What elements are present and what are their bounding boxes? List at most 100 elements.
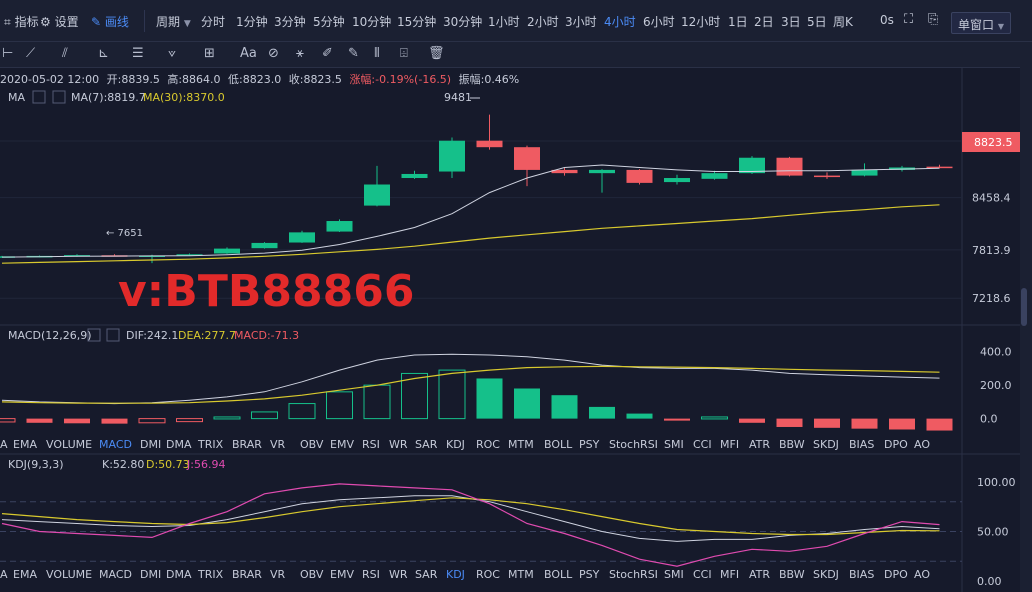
interval-10[interactable]: 4小时 (604, 15, 636, 29)
interval-17[interactable]: 周K (833, 15, 853, 29)
indicator-tab-stochrsi[interactable]: StochRSI (609, 568, 658, 581)
interval-9[interactable]: 3小时 (565, 15, 597, 29)
indicator-tab-wr[interactable]: WR (389, 438, 408, 451)
interval-16[interactable]: 5日 (807, 15, 827, 29)
indicator-tab-dma[interactable]: DMA (166, 568, 192, 581)
fib-icon[interactable]: ⊾ (98, 46, 109, 61)
indicator-tab-cci[interactable]: CCI (693, 568, 712, 581)
indicator-tab-brar[interactable]: BRAR (232, 568, 262, 581)
measure-icon[interactable]: ⊞ (204, 46, 215, 61)
indicator-tab-roc[interactable]: ROC (476, 438, 500, 451)
indicator-tab-wr[interactable]: WR (389, 568, 408, 581)
indicator-tab-ema[interactable]: EMA (13, 568, 37, 581)
indicator-tab-sar[interactable]: SAR (415, 438, 438, 451)
indicator-tab-kdj[interactable]: KDJ (446, 438, 465, 451)
indicator-tab-brar[interactable]: BRAR (232, 438, 262, 451)
brush-icon[interactable]: ✐ (322, 46, 333, 61)
indicator-tab-kdj[interactable]: KDJ (446, 568, 465, 581)
trash-icon[interactable]: 🗑 (428, 46, 445, 61)
indicator-tab-bbw[interactable]: BBW (779, 568, 805, 581)
lock-drawing-icon[interactable]: ✎ (348, 46, 359, 61)
trend-line-icon[interactable]: ⟋ (26, 46, 36, 61)
scroll-thumb[interactable] (1021, 288, 1027, 326)
interval-12[interactable]: 12小时 (681, 15, 721, 29)
indicator-tab-cci[interactable]: CCI (693, 438, 712, 451)
indicator-tab-sar[interactable]: SAR (415, 568, 438, 581)
eraser-icon[interactable]: ⚹ (296, 46, 304, 61)
indicator-tab-a[interactable]: A (0, 568, 8, 581)
indicator-tab-volume[interactable]: VOLUME (46, 568, 92, 581)
period-dropdown[interactable]: 周期 ▼ (156, 15, 191, 29)
settings-button[interactable]: ⚙ 设置 (40, 15, 79, 29)
close-box-icon[interactable] (52, 90, 66, 104)
screenshot-icon[interactable]: ⎘ (928, 12, 939, 27)
parallel-channel-icon[interactable]: ⫽ (62, 46, 68, 61)
fullscreen-icon[interactable]: ⛶ (904, 12, 914, 27)
interval-11[interactable]: 6小时 (643, 15, 675, 29)
indicator-tab-ao[interactable]: AO (914, 568, 930, 581)
indicator-tab-dma[interactable]: DMA (166, 438, 192, 451)
indicator-tab-mfi[interactable]: MFI (720, 568, 739, 581)
pattern-icon[interactable]: ⟇ (168, 46, 176, 61)
indicator-tab-macd[interactable]: MACD (99, 438, 132, 451)
settings-gear-box[interactable] (32, 90, 46, 104)
text-icon[interactable]: Aa (240, 46, 257, 61)
indicator-tab-mfi[interactable]: MFI (720, 438, 739, 451)
window-mode-select[interactable]: 单窗口 ▼ (951, 12, 1011, 34)
interval-13[interactable]: 1日 (728, 15, 748, 29)
interval-0[interactable]: 分时 (201, 15, 226, 29)
indicator-tab-emv[interactable]: EMV (330, 568, 354, 581)
indicator-tab-emv[interactable]: EMV (330, 438, 354, 451)
indicator-tab-trix[interactable]: TRIX (197, 438, 224, 451)
indicator-tab-trix[interactable]: TRIX (197, 568, 224, 581)
interval-3[interactable]: 5分钟 (313, 15, 345, 29)
indicator-tab-psy[interactable]: PSY (579, 568, 600, 581)
ma-legend-name[interactable]: MA (8, 91, 25, 104)
interval-8[interactable]: 2小时 (527, 15, 559, 29)
indicators-button[interactable]: ⌗ 指标 (4, 15, 39, 29)
draw-lines-button[interactable]: ✎ 画线 (91, 15, 129, 29)
indicator-tab-vr[interactable]: VR (270, 438, 286, 451)
close-box-icon[interactable] (106, 328, 120, 342)
indicator-tab-roc[interactable]: ROC (476, 568, 500, 581)
interval-7[interactable]: 1小时 (488, 15, 520, 29)
indicator-tab-rsi[interactable]: RSI (362, 438, 380, 451)
kdj-legend-name[interactable]: KDJ(9,3,3) (8, 458, 64, 471)
indicator-tab-skdj[interactable]: SKDJ (813, 438, 839, 451)
visibility-icon[interactable]: ⌹ (400, 46, 408, 61)
indicator-tab-dmi[interactable]: DMI (140, 438, 161, 451)
indicator-tab-mtm[interactable]: MTM (508, 438, 534, 451)
indicator-tab-atr[interactable]: ATR (749, 568, 770, 581)
indicator-tab-bias[interactable]: BIAS (849, 568, 874, 581)
magnet-icon[interactable]: ⊘ (268, 46, 279, 61)
horizontal-line-icon[interactable]: ⊢ (2, 46, 14, 61)
indicator-tab-stochrsi[interactable]: StochRSI (609, 438, 658, 451)
interval-5[interactable]: 15分钟 (397, 15, 437, 29)
indicator-tab-obv[interactable]: OBV (300, 568, 324, 581)
indicator-tab-smi[interactable]: SMI (664, 438, 684, 451)
interval-2[interactable]: 3分钟 (274, 15, 306, 29)
indicator-tab-smi[interactable]: SMI (664, 568, 684, 581)
indicator-tab-a[interactable]: A (0, 438, 8, 451)
layers-icon[interactable]: ⦀ (374, 46, 380, 61)
indicator-tab-volume[interactable]: VOLUME (46, 438, 92, 451)
indicator-tab-boll[interactable]: BOLL (544, 568, 573, 581)
indicator-tab-vr[interactable]: VR (270, 568, 286, 581)
trading-chart[interactable]: 2020-05-02 12:00 开:8839.5 高:8864.0 低:882… (0, 68, 1020, 592)
indicator-tab-boll[interactable]: BOLL (544, 438, 573, 451)
indicator-tab-rsi[interactable]: RSI (362, 568, 380, 581)
indicator-tab-skdj[interactable]: SKDJ (813, 568, 839, 581)
indicator-tab-bbw[interactable]: BBW (779, 438, 805, 451)
indicator-tab-ao[interactable]: AO (914, 438, 930, 451)
indicator-tab-dpo[interactable]: DPO (884, 438, 908, 451)
settings-gear-box[interactable] (87, 328, 101, 342)
interval-15[interactable]: 3日 (781, 15, 801, 29)
interval-14[interactable]: 2日 (754, 15, 774, 29)
indicator-tab-dpo[interactable]: DPO (884, 568, 908, 581)
interval-4[interactable]: 10分钟 (352, 15, 392, 29)
indicator-tab-bias[interactable]: BIAS (849, 438, 874, 451)
indicator-tab-psy[interactable]: PSY (579, 438, 600, 451)
indicator-tab-mtm[interactable]: MTM (508, 568, 534, 581)
interval-6[interactable]: 30分钟 (443, 15, 483, 29)
macd-legend-name[interactable]: MACD(12,26,9) (8, 329, 92, 342)
